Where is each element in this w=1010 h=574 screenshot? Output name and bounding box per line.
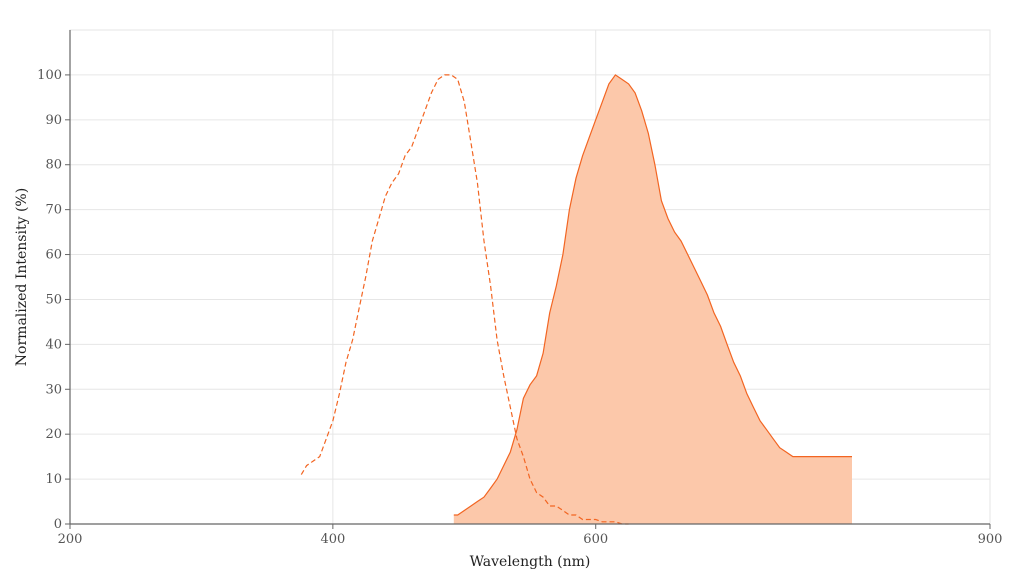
y-tick-label: 50 [45, 292, 62, 307]
y-tick-label: 40 [45, 337, 62, 352]
x-tick-label: 900 [978, 532, 1003, 547]
x-tick-labels: 200 400 600 900 [58, 532, 1003, 547]
y-tick-label: 20 [45, 427, 62, 442]
x-tick-label: 400 [320, 532, 345, 547]
emission-line [453, 74, 852, 516]
y-tick-label: 60 [45, 248, 62, 263]
excitation-line [300, 74, 629, 525]
y-tick-label: 100 [37, 68, 62, 83]
y-tick-label: 70 [45, 203, 62, 218]
excitation-series [300, 74, 629, 525]
y-axis-title: Normalized Intensity (%) [14, 188, 30, 366]
axes [65, 30, 991, 529]
emission-area [453, 74, 852, 525]
y-tick-labels: 0 10 20 30 40 50 60 70 80 90 100 [37, 68, 62, 532]
emission-series [453, 74, 852, 525]
x-tick-label: 600 [583, 532, 608, 547]
y-tick-label: 0 [54, 517, 62, 532]
y-tick-label: 30 [45, 382, 62, 397]
x-axis-title: Wavelength (nm) [470, 554, 591, 570]
x-tick-label: 200 [58, 532, 83, 547]
y-tick-label: 80 [45, 158, 62, 173]
y-tick-label: 10 [45, 472, 62, 487]
y-tick-label: 90 [45, 113, 62, 128]
